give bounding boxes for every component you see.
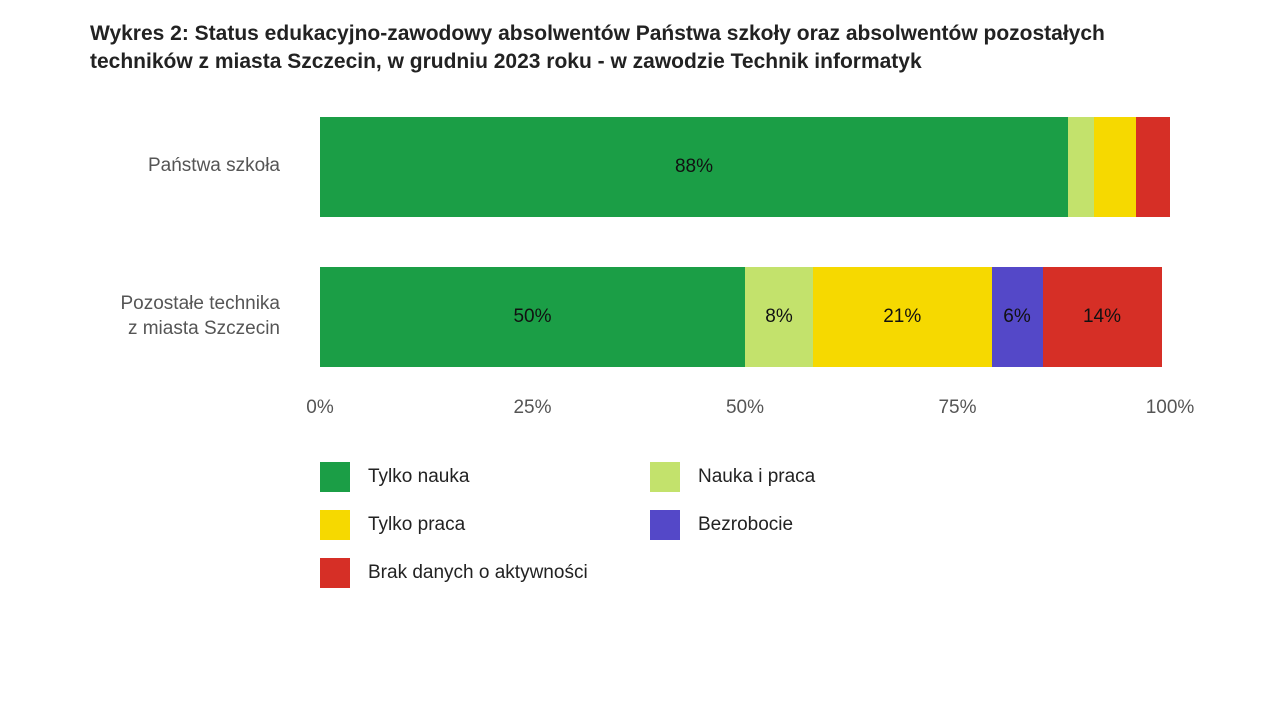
bar-segment-brak_danych [1136,117,1170,217]
bar-segment-tylko_nauka: 50% [320,267,745,367]
bar-segment-bezrobocie: 6% [992,267,1043,367]
legend-label: Bezrobocie [698,514,793,536]
segment-value-label: 14% [1083,306,1121,328]
bar-segment-tylko_praca [1094,117,1137,217]
segment-value-label: 6% [1003,306,1030,328]
legend-label: Tylko praca [368,514,465,536]
legend-label: Nauka i praca [698,466,815,488]
segment-value-label: 88% [675,156,713,178]
bar-segment-nauka_i_praca: 8% [745,267,813,367]
bar-row: Państwa szkoła88% [320,117,1210,217]
legend-label: Tylko nauka [368,466,469,488]
legend-item-tylko_nauka: Tylko nauka [320,462,650,492]
legend-swatch [320,558,350,588]
legend-item-bezrobocie: Bezrobocie [650,510,980,540]
legend-item-nauka_i_praca: Nauka i praca [650,462,980,492]
legend-swatch [320,462,350,492]
bar-row: Pozostałe technikaz miasta Szczecin50%8%… [320,267,1210,367]
legend-item-brak_danych: Brak danych o aktywności [320,558,650,588]
chart-plot-area: Państwa szkoła88%Pozostałe technikaz mia… [50,117,1230,367]
legend-swatch [650,510,680,540]
segment-value-label: 8% [765,306,792,328]
x-axis-tick: 50% [726,397,764,419]
x-axis-tick: 100% [1146,397,1195,419]
bar-segment-tylko_praca: 21% [813,267,992,367]
x-axis-tick: 0% [306,397,333,419]
legend-item-tylko_praca: Tylko praca [320,510,650,540]
legend-swatch [650,462,680,492]
stacked-bar: 88% [320,117,1170,217]
stacked-bar: 50% 8% 21% 6% 14% [320,267,1170,367]
x-axis-tick: 75% [938,397,976,419]
category-label: Państwa szkoła [50,154,300,179]
bar-segment-tylko_nauka: 88% [320,117,1068,217]
bar-segment-nauka_i_praca [1068,117,1094,217]
category-label: Pozostałe technikaz miasta Szczecin [50,292,300,341]
legend: Tylko nauka Nauka i praca Tylko praca Bezro… [320,462,1020,606]
segment-value-label: 21% [883,306,921,328]
x-axis: 0%25%50%75%100% [320,397,1170,427]
legend-swatch [320,510,350,540]
bar-segment-brak_danych: 14% [1043,267,1162,367]
x-axis-tick: 25% [513,397,551,419]
legend-label: Brak danych o aktywności [368,562,588,584]
chart-title: Wykres 2: Status edukacyjno-zawodowy abs… [50,20,1230,77]
segment-value-label: 50% [513,306,551,328]
